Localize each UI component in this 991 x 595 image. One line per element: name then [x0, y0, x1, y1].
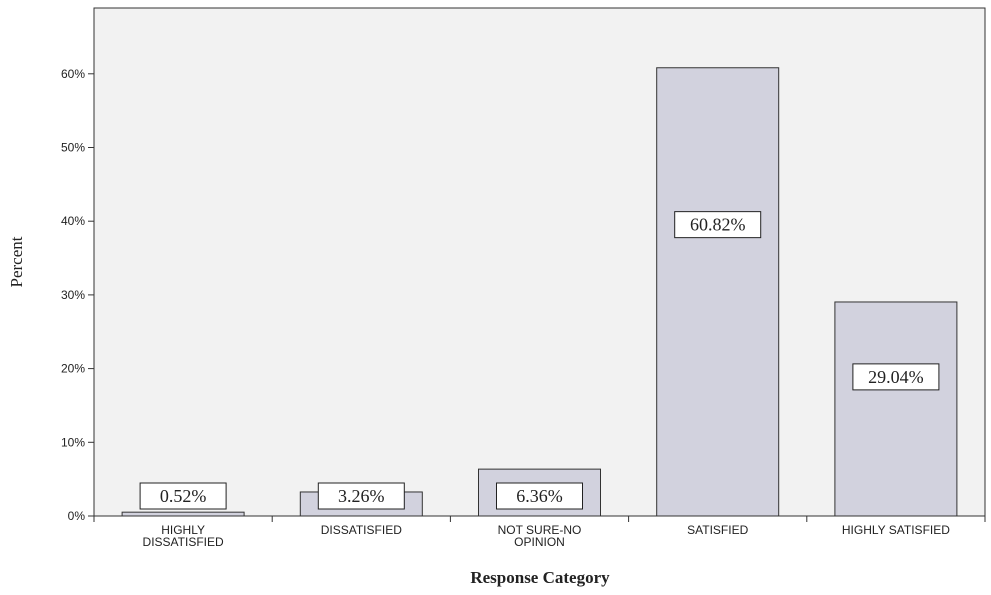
- y-axis: 0% 10% 20% 30% 40% 50% 60%: [61, 67, 94, 523]
- category-label: NOT SURE-NO OPINION: [498, 523, 582, 549]
- category-label-line: HIGHLY SATISFIED: [842, 523, 950, 537]
- data-label: 60.82%: [674, 211, 762, 239]
- bar-series: [121, 67, 958, 517]
- category-label-line: HIGHLY: [161, 523, 205, 537]
- category-label: SATISFIED: [687, 523, 748, 537]
- y-tick-label: 10%: [61, 435, 85, 449]
- data-label-text: 6.36%: [516, 486, 563, 506]
- y-tick-label: 60%: [61, 67, 85, 81]
- category-label-line: SATISFIED: [687, 523, 748, 537]
- y-tick-label: 0%: [68, 509, 86, 523]
- data-label: 0.52%: [139, 482, 227, 510]
- y-tick-label: 20%: [61, 362, 85, 376]
- data-label: 29.04%: [852, 363, 940, 391]
- data-label-text: 0.52%: [160, 486, 207, 506]
- data-label-text: 60.82%: [690, 215, 746, 235]
- bar: [121, 511, 245, 517]
- category-label-line: DISSATISFIED: [143, 535, 224, 549]
- data-label-box: [674, 211, 762, 239]
- category-label: HIGHLY SATISFIED: [842, 523, 950, 537]
- category-label: HIGHLY DISSATISFIED: [143, 523, 224, 549]
- category-label-line: DISSATISFIED: [321, 523, 402, 537]
- data-label-text: 3.26%: [338, 486, 385, 506]
- data-label-text: 29.04%: [868, 367, 924, 387]
- y-tick-label: 40%: [61, 214, 85, 228]
- data-label-box: [139, 482, 227, 510]
- data-labels: 0.52% 3.26% 6.36% 60.82% 29.04%: [139, 211, 940, 510]
- category-label-line: OPINION: [514, 535, 565, 549]
- category-label: DISSATISFIED: [321, 523, 402, 537]
- data-label-box: [496, 482, 583, 510]
- data-label: 6.36%: [496, 482, 583, 510]
- bar: [834, 301, 958, 517]
- category-label-line: NOT SURE-NO: [498, 523, 582, 537]
- data-label: 3.26%: [317, 482, 405, 510]
- y-tick-label: 50%: [61, 141, 85, 155]
- data-label-box: [317, 482, 405, 510]
- x-axis-title: Response Category: [470, 568, 610, 587]
- y-axis-title: Percent: [7, 236, 26, 287]
- bar: [656, 67, 780, 517]
- data-label-box: [852, 363, 940, 391]
- y-tick-label: 30%: [61, 288, 85, 302]
